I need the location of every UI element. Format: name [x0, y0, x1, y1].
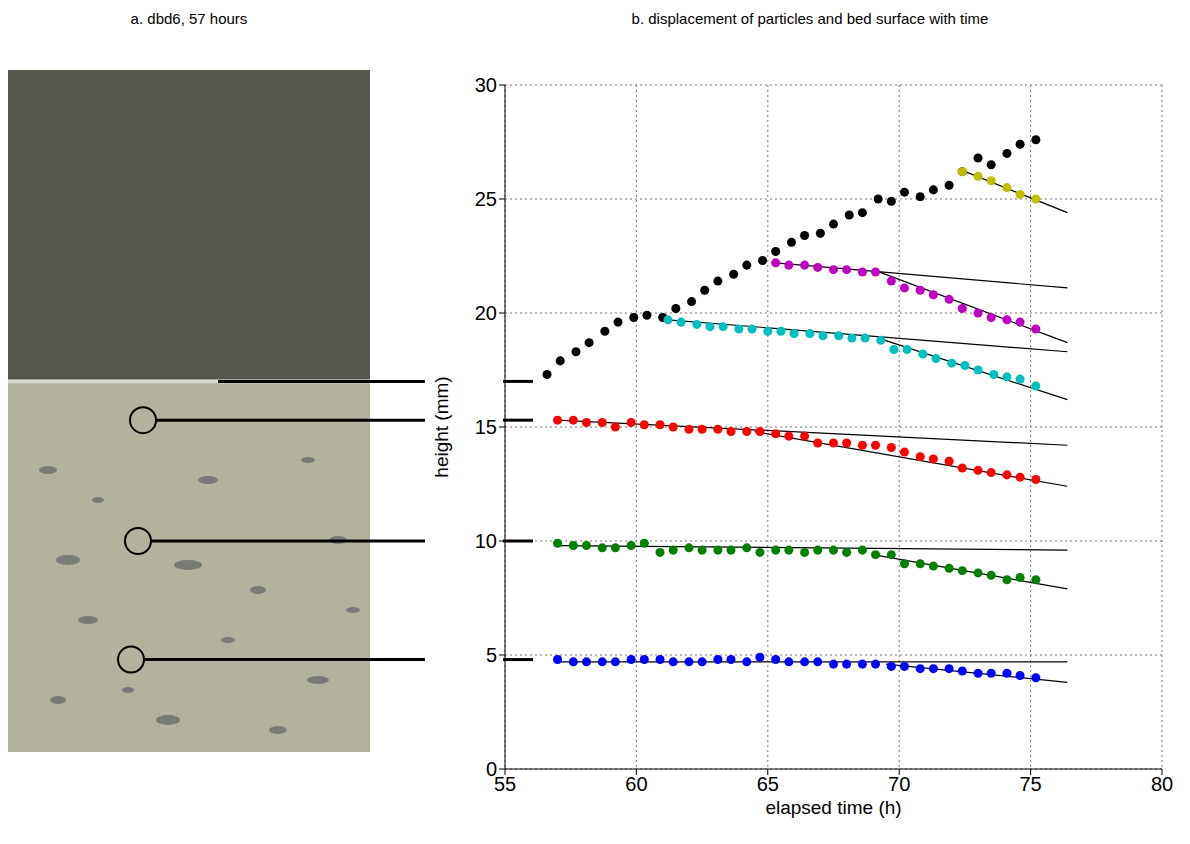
svg-text:55: 55 [494, 773, 516, 795]
svg-text:75: 75 [1019, 773, 1041, 795]
html-text:b. displacement of particles a: b. displacement of particles and bed sur… [631, 10, 989, 27]
svg-text:65: 65 [757, 773, 779, 795]
svg-text:elapsed time (h): elapsed time (h) [765, 797, 901, 818]
svg-text:25: 25 [475, 188, 497, 210]
svg-text:70: 70 [888, 773, 910, 795]
svg-text:height (mm): height (mm) [431, 376, 452, 477]
svg-text:20: 20 [475, 302, 497, 324]
svg-text:15: 15 [475, 416, 497, 438]
svg-text:30: 30 [475, 74, 497, 96]
svg-text:80: 80 [1151, 773, 1173, 795]
svg-text:10: 10 [475, 530, 497, 552]
svg-text:5: 5 [486, 644, 497, 666]
svg-text:60: 60 [625, 773, 647, 795]
html-text:a. dbd6, 57 hours: a. dbd6, 57 hours [130, 10, 248, 27]
svg-text:0: 0 [486, 758, 497, 780]
